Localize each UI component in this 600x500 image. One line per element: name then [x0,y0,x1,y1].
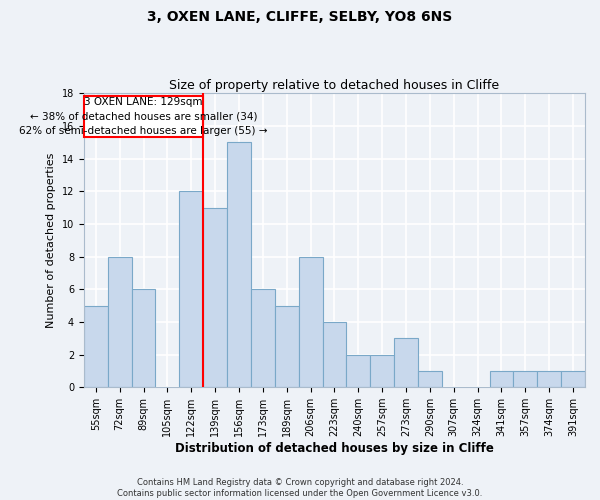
Bar [299,256,323,387]
Bar [251,289,275,387]
Bar [275,306,299,387]
Bar [227,142,251,387]
Text: 3 OXEN LANE: 129sqm
← 38% of detached houses are smaller (34)
62% of semi-detach: 3 OXEN LANE: 129sqm ← 38% of detached ho… [19,96,268,136]
Bar [537,371,561,387]
Bar [84,306,108,387]
X-axis label: Distribution of detached houses by size in Cliffe: Distribution of detached houses by size … [175,442,494,455]
Bar [370,354,394,387]
Bar [490,371,514,387]
Bar [514,371,537,387]
Y-axis label: Number of detached properties: Number of detached properties [46,152,56,328]
Bar [179,191,203,387]
Bar [394,338,418,387]
FancyBboxPatch shape [84,96,203,138]
Bar [346,354,370,387]
Text: Contains HM Land Registry data © Crown copyright and database right 2024.
Contai: Contains HM Land Registry data © Crown c… [118,478,482,498]
Bar [561,371,585,387]
Bar [131,289,155,387]
Title: Size of property relative to detached houses in Cliffe: Size of property relative to detached ho… [169,79,500,92]
Text: 3, OXEN LANE, CLIFFE, SELBY, YO8 6NS: 3, OXEN LANE, CLIFFE, SELBY, YO8 6NS [148,10,452,24]
Bar [203,208,227,387]
Bar [108,256,131,387]
Bar [418,371,442,387]
Bar [323,322,346,387]
